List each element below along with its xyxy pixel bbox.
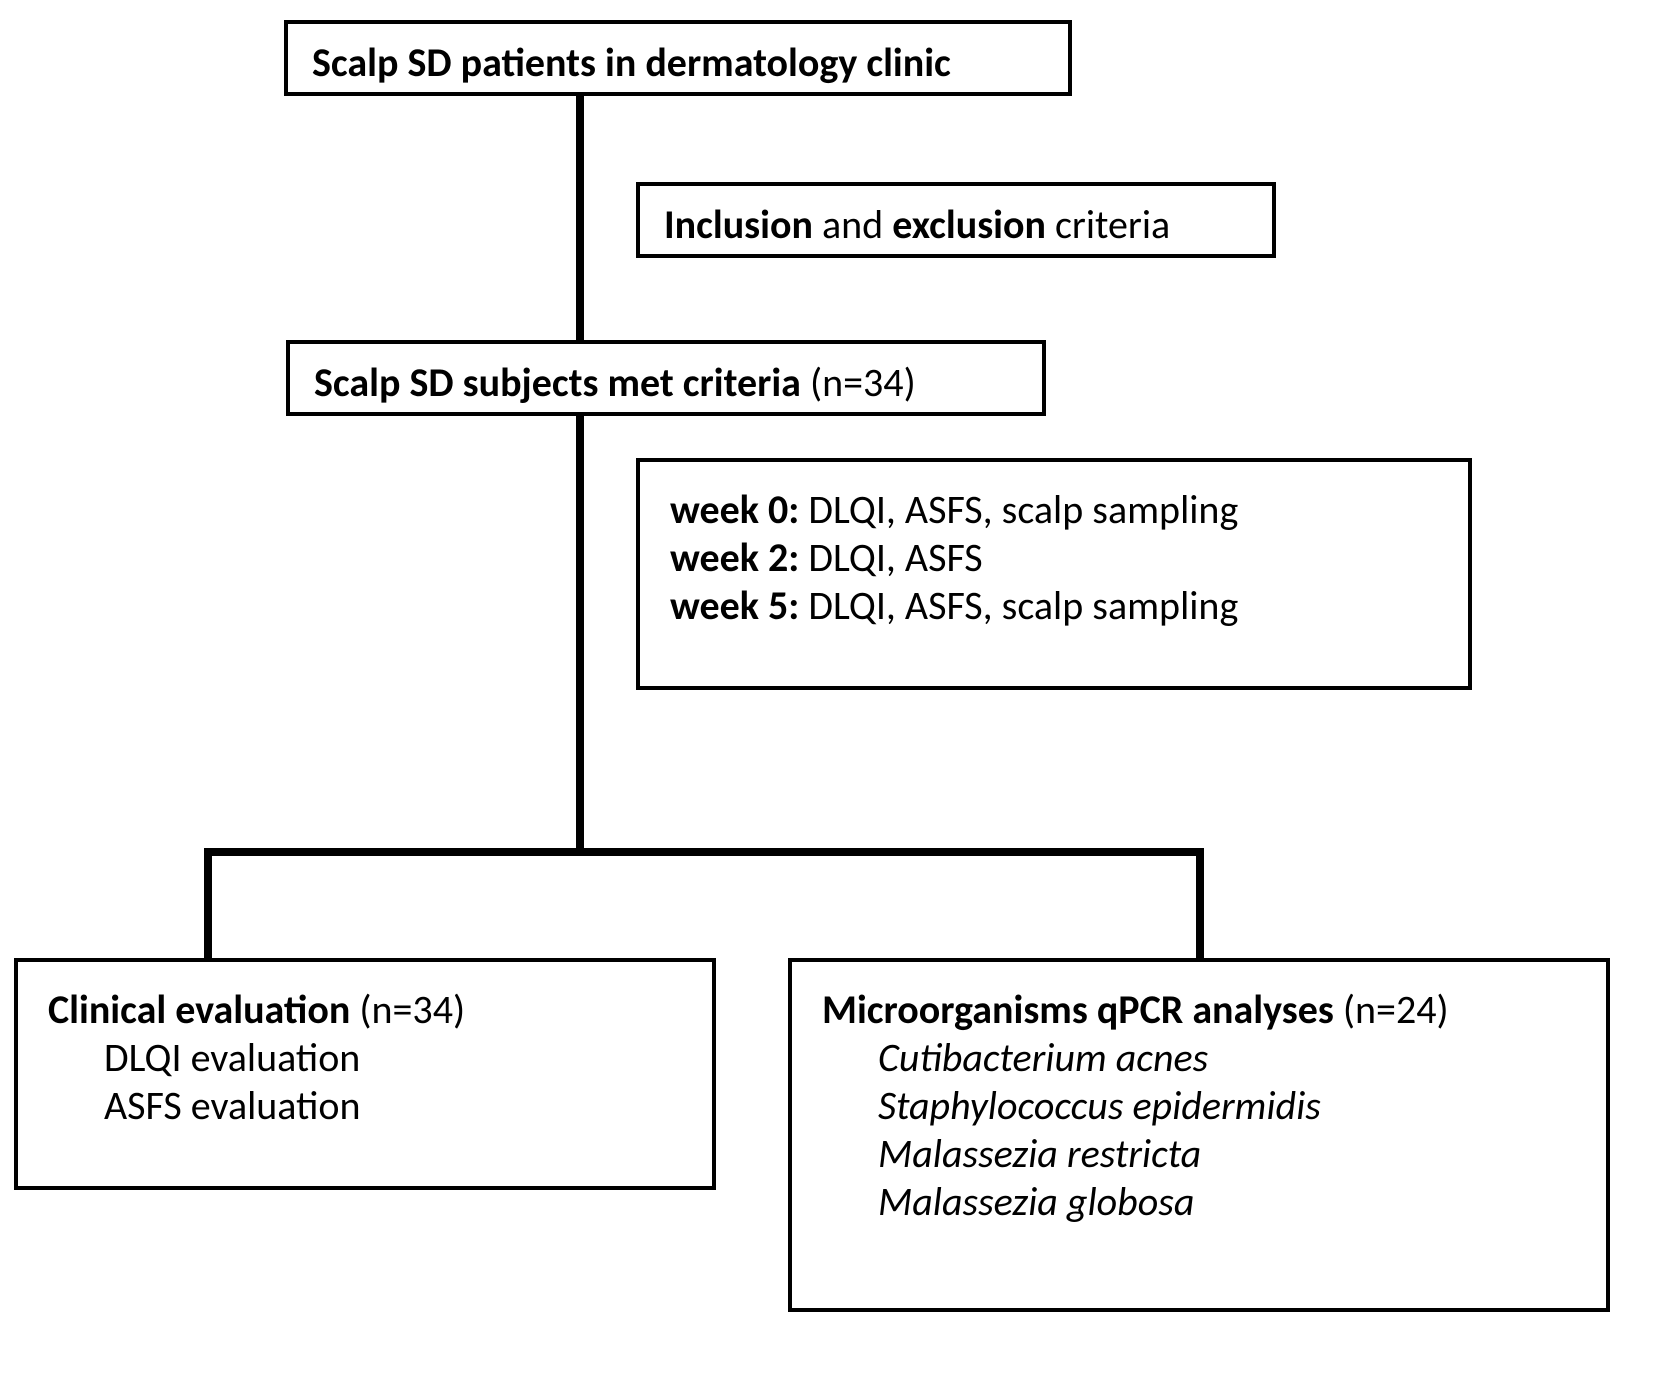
micro-item-1: Staphylococcus epidermidis [822, 1082, 1576, 1130]
node-microorganisms: Microorganisms qPCR analyses (n=24)Cutib… [788, 958, 1610, 1312]
met-criteria-label: Scalp SD subjects met criteria (n=34) [314, 358, 916, 407]
week-line-0: week 0: DLQI, ASFS, scalp sampling [670, 486, 1438, 534]
criteria-label: Inclusion and exclusion criteria [664, 200, 1170, 249]
connector-0 [576, 96, 584, 340]
micro-item-3: Malassezia globosa [822, 1178, 1576, 1226]
week-line-1: week 2: DLQI, ASFS [670, 534, 1438, 582]
patients-label: Scalp SD patients in dermatology clinic [312, 38, 951, 87]
node-criteria: Inclusion and exclusion criteria [636, 182, 1276, 258]
micro-item-2: Malassezia restricta [822, 1130, 1576, 1178]
micro-title: Microorganisms qPCR analyses (n=24) [822, 986, 1576, 1034]
connector-1 [576, 416, 584, 856]
connector-2 [204, 848, 1204, 856]
clinical-item-1: ASFS evaluation [48, 1082, 682, 1130]
clinical-item-0: DLQI evaluation [48, 1034, 682, 1082]
connector-3 [204, 848, 212, 958]
micro-item-0: Cutibacterium acnes [822, 1034, 1576, 1082]
node-met-criteria: Scalp SD subjects met criteria (n=34) [286, 340, 1046, 416]
node-weeks: week 0: DLQI, ASFS, scalp samplingweek 2… [636, 458, 1472, 690]
node-patients: Scalp SD patients in dermatology clinic [284, 20, 1072, 96]
node-clinical-evaluation: Clinical evaluation (n=34)DLQI evaluatio… [14, 958, 716, 1190]
connector-4 [1196, 848, 1204, 958]
clinical-title: Clinical evaluation (n=34) [48, 986, 682, 1034]
week-line-2: week 5: DLQI, ASFS, scalp sampling [670, 582, 1438, 630]
flowchart-canvas: Scalp SD patients in dermatology clinic I… [0, 0, 1658, 1377]
